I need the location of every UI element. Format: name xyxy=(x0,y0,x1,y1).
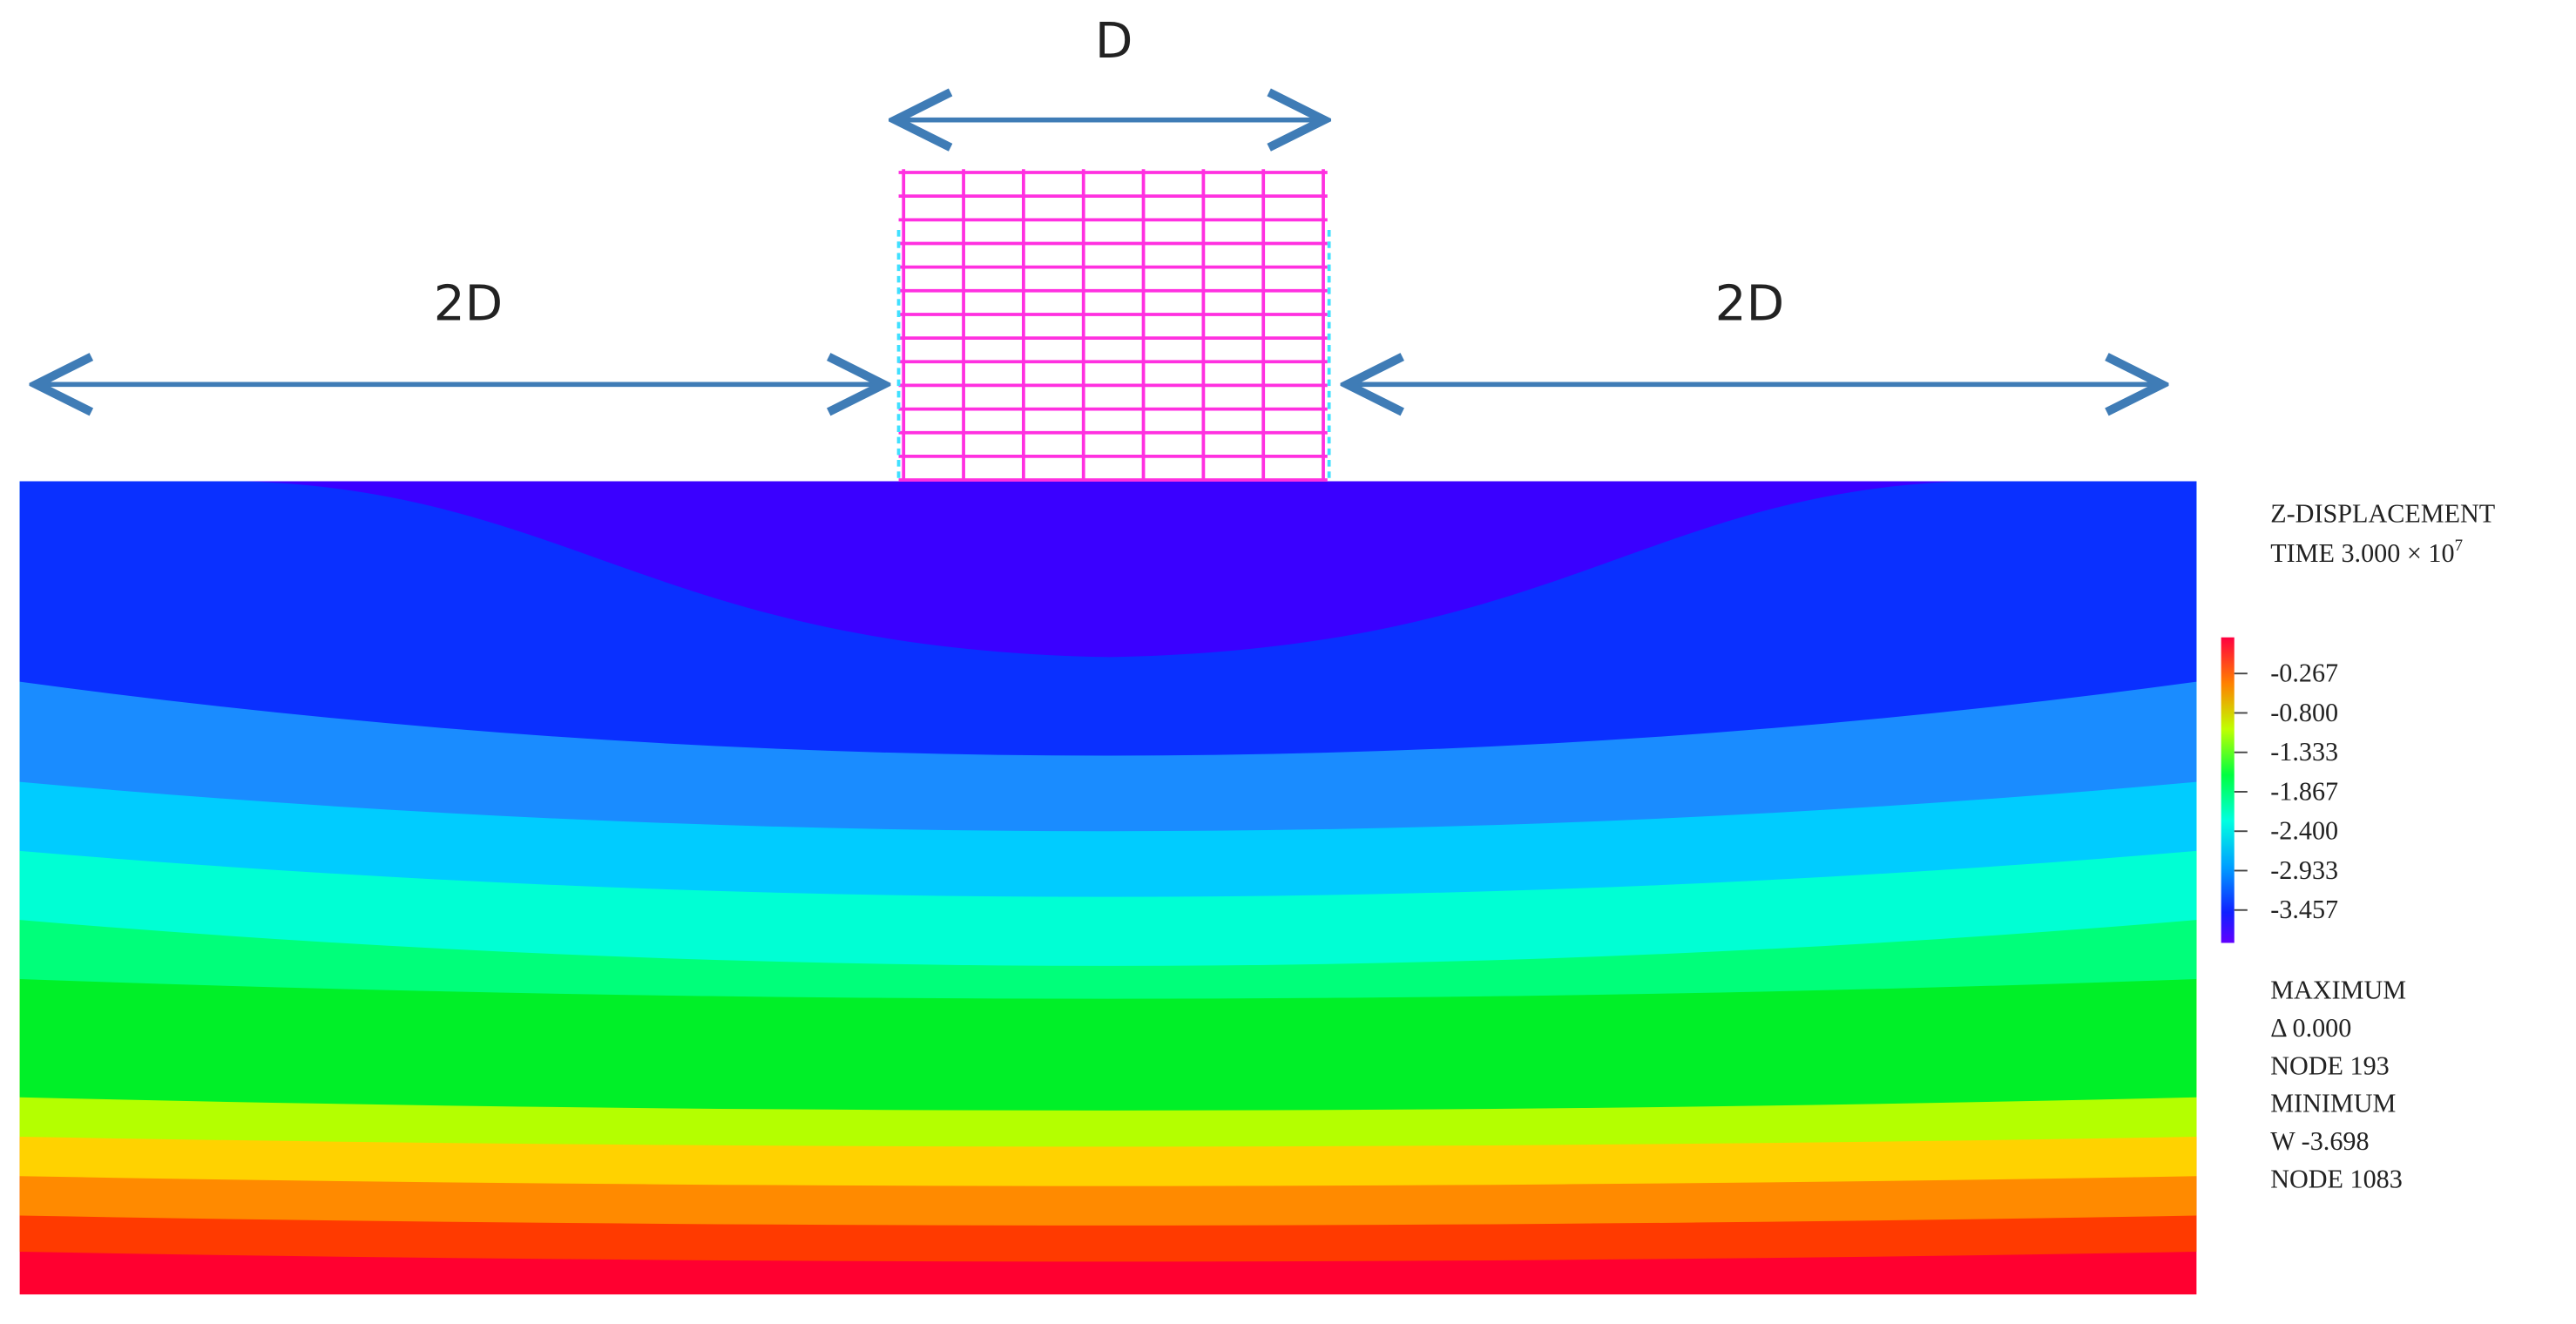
max-heading: MAXIMUM xyxy=(2270,976,2406,1005)
time-text: TIME 3.000 × 10 xyxy=(2270,538,2454,568)
min-value: W -3.698 xyxy=(2270,1126,2369,1156)
legend-levels: -0.267 -0.800 -1.333 -1.867 -2.400 -2.933 -3.4… xyxy=(2234,659,2338,924)
pile-mesh xyxy=(896,169,1331,482)
level-label: -2.400 xyxy=(2270,816,2338,846)
legend-time: TIME 3.000 × 107 xyxy=(2270,537,2463,568)
level-label: -0.800 xyxy=(2270,698,2338,727)
min-node: NODE 1083 xyxy=(2270,1164,2403,1193)
min-heading: MINIMUM xyxy=(2270,1089,2396,1118)
level-label: -0.267 xyxy=(2270,659,2338,688)
dimension-label: D xyxy=(1095,12,1133,70)
contour-field xyxy=(19,481,2197,1295)
time-exponent: 7 xyxy=(2455,537,2463,555)
legend-title: Z-DISPLACEMENT xyxy=(2270,499,2495,529)
max-node: NODE 193 xyxy=(2270,1050,2390,1080)
band xyxy=(246,481,1964,658)
max-value: Δ 0.000 xyxy=(2270,1013,2351,1043)
level-label: -1.333 xyxy=(2270,737,2338,767)
level-label: -1.867 xyxy=(2270,776,2338,806)
dimension-label: 2D xyxy=(1715,275,1785,333)
colorbar xyxy=(2221,637,2235,943)
level-label: -3.457 xyxy=(2270,895,2338,924)
dimension-label: 2D xyxy=(434,275,504,333)
level-label: -2.933 xyxy=(2270,855,2338,885)
